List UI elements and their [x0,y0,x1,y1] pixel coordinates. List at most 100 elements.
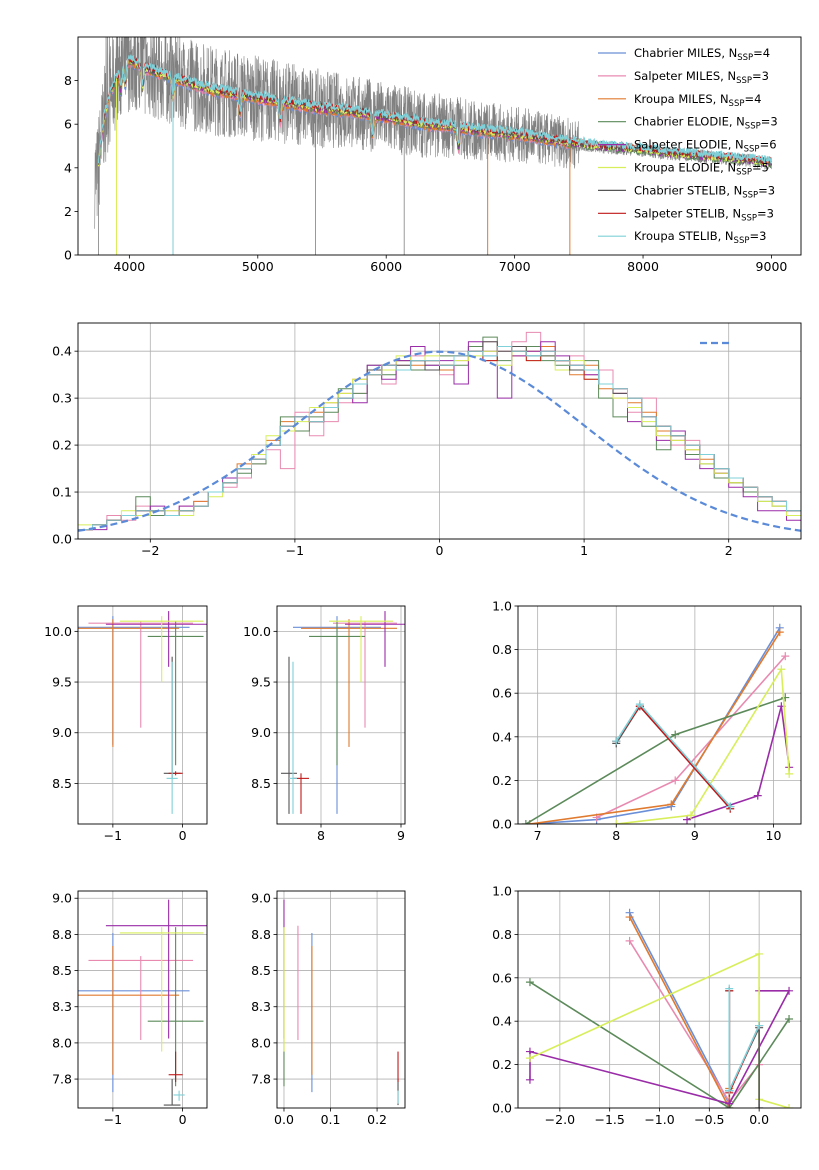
x-tick-label: −1.5 [594,1112,624,1127]
chart-mass_vs_Z: −1 0 7.8 8.0 8.3 8.5 8.8 9.0 [52,890,208,1127]
x-tick-label: −1 [286,543,304,558]
y-tick-label: 0.6 [492,970,512,985]
weight-point-salpeter_elodie [683,815,692,824]
legend-entry: Salpeter MILES, NSSP=3 [634,69,769,86]
weight-point-salpeter_elodie [753,791,762,800]
y-tick-label: 8.8 [251,927,271,942]
weight-point-chabrier_elodie [781,693,790,702]
x-tick-label: 5000 [242,259,274,274]
y-tick-label: 7.8 [251,1072,271,1087]
legend-tail: =4 [744,92,761,106]
chart-spectrum: 4000 5000 6000 7000 8000 9000 0 2 4 6 8 Chabrier MI… [64,36,802,274]
x-tick-label: 0.2 [367,1112,387,1127]
axes-frame [77,322,802,540]
y-tick-label: 8.8 [52,927,72,942]
axes-frame [77,605,208,825]
legend-tail: =3 [752,69,769,83]
x-tick-label: −1.0 [644,1112,674,1127]
weight-line-kroupa_miles [628,916,731,1108]
weight-line-chabrier_elodie [525,696,786,824]
x-tick-label: −0.5 [694,1112,724,1127]
histogram-kroupa_stelib [78,346,801,531]
y-tick-label: 10.0 [44,624,72,639]
y-tick-label: 8.5 [52,963,72,978]
legend-entry: Salpeter STELIB, NSSP=3 [634,206,774,223]
weight-point-kroupa_elodie [785,1104,794,1108]
y-tick-label: 0.6 [492,686,512,701]
legend-subscript: SSP [736,76,752,86]
x-tick-label: 7 [534,828,542,843]
weight-line-kroupa_elodie [616,666,790,824]
y-tick-label: 9.0 [52,891,72,906]
weight-point-kroupa_stelib [726,802,735,811]
x-tick-label: 0.0 [749,1112,769,1127]
weight-line-chabrier_miles [628,912,731,1105]
weight-line-salpeter_elodie [686,706,790,821]
y-tick-label: 1.0 [492,599,512,614]
weight-point-salpeter_miles [671,776,680,785]
y-tick-label: 9.5 [251,675,271,690]
legend-entry: Chabrier ELODIE, NSSP=3 [634,115,778,132]
y-tick-label: 0 [64,248,72,263]
legend-subscript: SSP [744,145,760,155]
y-tick-label: 0.1 [52,485,72,500]
legend-subscript: SSP [737,53,753,63]
legend-tail: =3 [749,229,766,243]
x-tick-label: 7000 [499,259,531,274]
x-tick-label: 8 [317,828,325,843]
legend-label: Kroupa MILES, N [634,92,729,106]
weight-line-salpeter_stelib [728,990,760,1094]
weight-point-kroupa_miles [775,628,784,637]
weight-point-chabrier_elodie [521,820,530,824]
weight-point-kroupa_miles [667,800,676,809]
y-tick-label: 2 [64,204,72,219]
legend-label: Kroupa STELIB, N [634,229,734,243]
chart-residuals: −2 −1 0 1 2 0.0 0.1 0.2 0.3 0.4 [52,322,802,558]
legend-tail: =5 [752,161,769,175]
mass_vs_Z-plot-area [78,899,207,1106]
weight-point-chabrier_elodie [525,978,534,987]
y-tick-label: 1.0 [492,884,512,899]
legend-label: Chabrier ELODIE, N [634,115,745,129]
chart-weight_vs_age: 7 8 9 10 0.0 0.2 0.4 0.6 0.8 1.0 [492,599,802,843]
legend-label: Salpeter ELODIE, N [634,138,744,152]
legend-tail: =4 [753,46,770,60]
legend-tail: =3 [761,115,778,129]
y-tick-label: 0.4 [492,1014,512,1029]
legend-label: Chabrier MILES, N [634,46,737,60]
x-tick-label: −2.0 [545,1112,575,1127]
weight_vs_Z-plot-area [525,908,794,1108]
weight_vs_age-plot-area [521,623,794,824]
weight-point-kroupa_miles [625,913,634,922]
weight-point-kroupa_elodie [686,811,695,820]
age_vs_Z-plot-area [78,611,207,814]
chart-age_vs_Z: −1 0 8.5 9.0 9.5 10.0 [44,605,208,843]
x-tick-label: 8000 [627,259,659,274]
legend-entry: Kroupa MILES, NSSP=4 [634,92,761,109]
y-tick-label: 8.3 [251,999,271,1014]
weight-point-kroupa_elodie [755,949,764,958]
y-tick-label: 9.0 [251,891,271,906]
y-tick-label: 0.0 [52,532,72,547]
y-tick-label: 9.5 [52,675,72,690]
y-tick-label: 8.0 [52,1035,72,1050]
y-tick-label: 0.4 [492,729,512,744]
y-tick-label: 4 [64,160,72,175]
x-tick-label: 9 [397,828,405,843]
x-tick-label: 9000 [756,259,788,274]
y-tick-label: 0.2 [492,1057,512,1072]
y-tick-label: 8.0 [251,1035,271,1050]
legend-subscript: SSP [741,213,757,223]
y-tick-label: 0.2 [492,773,512,788]
y-tick-label: 0.0 [492,1101,512,1116]
x-tick-label: 0 [179,828,187,843]
chart-weight_vs_Z: −2.0 −1.5 −1.0 −0.5 0.0 0.0 0.2 0.4 0.6 0.8 1.0 [492,884,802,1127]
y-tick-label: 0.0 [492,817,512,832]
weight-point-kroupa_stelib [755,1021,764,1030]
axes-frame [276,890,406,1109]
x-tick-label: 8 [612,828,620,843]
weight-point-salpeter_miles [625,936,634,945]
weight-line-chabrier_miles [529,627,781,824]
legend-tail: =3 [758,183,775,197]
